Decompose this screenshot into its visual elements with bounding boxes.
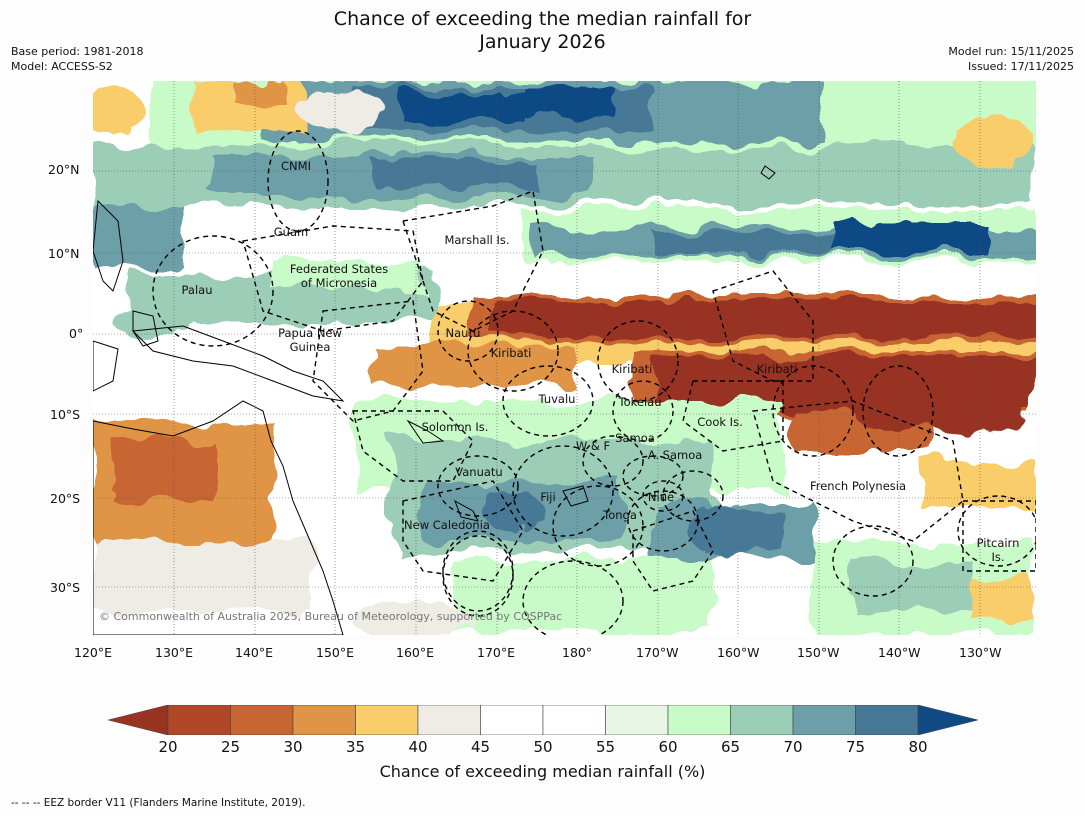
base-period: Base period: 1981-2018 (11, 45, 144, 58)
colorbar-tick-80: 80 (908, 738, 928, 756)
colorbar-tick-35: 35 (345, 738, 366, 756)
label-tokelau: Tokelau (618, 395, 662, 409)
colorbar-tick-65: 65 (720, 738, 741, 756)
colorbar-bin-75-80 (855, 705, 919, 735)
colorbar-bin-55-60 (605, 705, 669, 735)
x-tick-130e: 130°E (155, 645, 194, 660)
y-tick-0: 0° (69, 326, 84, 341)
eez-footnote: -- -- -- EEZ border V11 (Flanders Marine… (11, 797, 306, 809)
x-tick-150e: 150°E (316, 645, 355, 660)
label-png-2: Guinea (290, 340, 331, 354)
x-tick-170w: 170°W (636, 645, 679, 660)
x-tick-160e: 160°E (396, 645, 435, 660)
x-tick-120e: 120°E (74, 645, 113, 660)
x-tick-140e: 140°E (235, 645, 274, 660)
colorbar-bin-45-50 (480, 705, 544, 735)
meta-left: Base period: 1981-2018 Model: ACCESS-S2 (11, 44, 143, 74)
label-tuvalu: Tuvalu (538, 392, 576, 406)
x-tick-150w: 150°W (797, 645, 840, 660)
chart-title: Chance of exceeding the median rainfall … (0, 8, 1085, 54)
colorbar-tick-40: 40 (408, 738, 428, 756)
eez-borders (152, 130, 1036, 635)
label-guam: Guam (274, 225, 308, 239)
map-copyright: © Commonwealth of Australia 2025, Bureau… (99, 610, 562, 623)
label-nauru: Nauru (446, 326, 481, 340)
colorbar-tick-75: 75 (845, 738, 866, 756)
label-palau: Palau (182, 283, 213, 297)
x-tick-140w: 140°W (878, 645, 921, 660)
label-tonga: Tonga (602, 508, 637, 522)
colorbar-tick-20: 20 (158, 738, 178, 756)
label-pitcairn-2: Is. (991, 550, 1004, 564)
y-tick-10n: 10°N (48, 246, 80, 261)
label-samoa: Samoa (615, 431, 655, 445)
colorbar (108, 705, 978, 735)
colorbar-bin-30-35 (292, 705, 356, 735)
colorbar-tick-55: 55 (595, 738, 616, 756)
x-tick-170e: 170°E (477, 645, 516, 660)
label-wf: W & F (576, 439, 610, 453)
label-french-polynesia: French Polynesia (810, 479, 906, 493)
colorbar-over-arrow (917, 705, 978, 735)
label-asamoa: A. Samoa (648, 448, 703, 462)
label-kiribati-c: Kiribati (612, 362, 653, 376)
colorbar-tick-60: 60 (658, 738, 678, 756)
label-fiji: Fiji (540, 490, 555, 504)
colorbar-bin-25-30 (230, 705, 294, 735)
title-line-2: January 2026 (479, 31, 606, 53)
colorbar-title: Chance of exceeding median rainfall (%) (379, 762, 706, 781)
meta-right: Model run: 15/11/2025 Issued: 17/11/2025 (948, 44, 1074, 74)
y-tick-20n: 20°N (48, 162, 80, 177)
coastlines (93, 165, 776, 635)
x-tick-160w: 160°W (717, 645, 760, 660)
colorbar-tick-25: 25 (220, 738, 241, 756)
label-vanuatu: Vanuatu (455, 465, 502, 479)
label-pitcairn-1: Pitcairn (977, 536, 1020, 550)
colorbar-bin-35-40 (355, 705, 419, 735)
label-kiribati-e: Kiribati (757, 362, 798, 376)
colorbar-bin-50-55 (542, 705, 606, 735)
colorbar-bin-20-25 (167, 705, 231, 735)
colorbar-bin-60-65 (667, 705, 731, 735)
x-tick-180: 180° (562, 645, 593, 660)
label-fsm-2: of Micronesia (301, 276, 377, 290)
colorbar-bin-65-70 (730, 705, 794, 735)
label-marshall: Marshall Is. (444, 233, 509, 247)
colorbar-bin-40-45 (417, 705, 481, 735)
colorbar-tick-30: 30 (283, 738, 303, 756)
colorbar-tick-70: 70 (783, 738, 803, 756)
y-tick-10s: 10°S (50, 407, 81, 422)
label-niue: Niue (648, 490, 674, 504)
colorbar-bin-70-75 (792, 705, 856, 735)
rainfall-map: CNMI Guam Marshall Is. Federated States … (93, 81, 1036, 635)
label-kiribati-w: Kiribati (491, 346, 532, 360)
label-new-caledonia: New Caledonia (404, 518, 490, 532)
y-tick-20s: 20°S (50, 491, 81, 506)
title-line-1: Chance of exceeding the median rainfall … (333, 8, 752, 30)
label-png-1: Papua New (278, 326, 342, 340)
graticule (93, 81, 1036, 635)
model-name: Model: ACCESS-S2 (11, 60, 113, 73)
colorbar-under-arrow (108, 705, 169, 735)
label-fsm-1: Federated States (290, 262, 388, 276)
colorbar-bins (167, 705, 919, 735)
label-cnmi: CNMI (281, 159, 311, 173)
x-tick-130w: 130°W (959, 645, 1002, 660)
y-tick-30s: 30°S (50, 580, 81, 595)
issued-date: Issued: 17/11/2025 (967, 60, 1074, 73)
colorbar-tick-50: 50 (533, 738, 553, 756)
colorbar-tick-45: 45 (470, 738, 491, 756)
region-labels: CNMI Guam Marshall Is. Federated States … (182, 159, 1020, 564)
rainfall-field (93, 81, 1036, 635)
label-solomon: Solomon Is. (422, 420, 489, 434)
label-cook: Cook Is. (697, 415, 742, 429)
model-run: Model run: 15/11/2025 (948, 45, 1074, 58)
